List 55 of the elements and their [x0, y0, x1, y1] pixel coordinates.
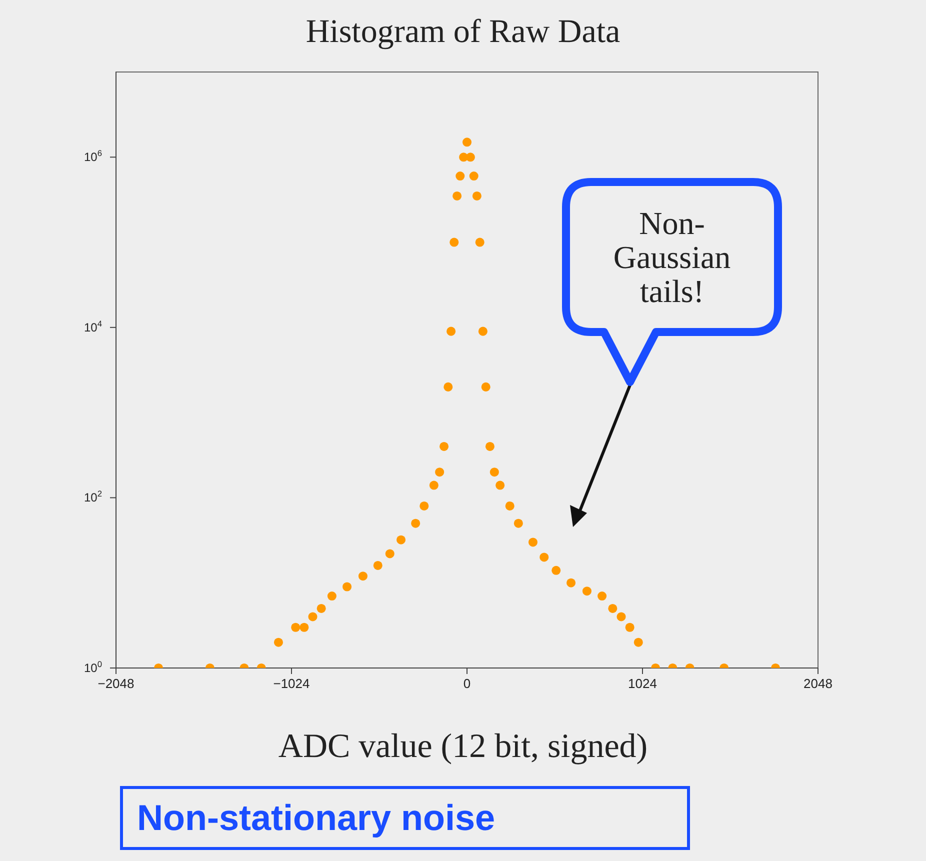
point	[291, 622, 300, 632]
point	[552, 566, 561, 575]
point	[452, 191, 462, 200]
point	[478, 326, 488, 336]
point	[316, 604, 326, 613]
annotation: Non-Gaussian tails!	[613, 205, 731, 309]
point	[582, 586, 592, 596]
x-tick-label: −2048	[98, 676, 134, 691]
point	[528, 538, 538, 547]
x-tick-label: 1024	[628, 676, 657, 691]
point	[616, 612, 626, 622]
point	[411, 518, 420, 528]
point	[450, 238, 459, 247]
point	[598, 592, 607, 601]
point	[446, 326, 456, 336]
y-tick-label: 10$^{0}$	[84, 659, 102, 675]
point	[435, 468, 444, 477]
point	[373, 560, 382, 570]
point	[342, 582, 352, 592]
y-tick-label: 10$^{6}$	[84, 148, 102, 164]
point	[300, 622, 309, 632]
x-tick-label: −1024	[273, 676, 310, 691]
point	[566, 578, 576, 588]
point	[440, 442, 449, 451]
point	[308, 612, 318, 622]
point	[505, 501, 514, 510]
point	[485, 442, 494, 451]
chart-title: Histogram of Raw Data	[304, 14, 622, 51]
point	[490, 468, 499, 477]
point	[444, 382, 453, 392]
point	[475, 238, 484, 247]
point	[608, 604, 618, 613]
point	[358, 572, 368, 581]
point	[327, 592, 336, 601]
y-tick-label: 10$^{4}$	[84, 318, 102, 334]
point	[496, 480, 505, 490]
point	[472, 191, 482, 200]
point	[396, 535, 406, 544]
point	[274, 638, 283, 647]
point	[481, 382, 490, 392]
x-tick-label: 0	[463, 676, 471, 691]
point	[385, 549, 394, 558]
point	[420, 501, 429, 510]
point	[540, 552, 549, 562]
text: Non-stationary noise	[120, 786, 690, 850]
point	[462, 138, 472, 147]
point	[456, 172, 465, 181]
point	[469, 172, 478, 181]
point	[625, 622, 634, 632]
point	[429, 480, 438, 490]
x-tick-label: 2048	[804, 676, 832, 691]
x-axis-title: ADC value (12 bit, signed)	[277, 728, 649, 766]
point	[514, 518, 523, 528]
point	[634, 638, 643, 647]
y-tick-label: 10$^{2}$	[84, 488, 102, 505]
